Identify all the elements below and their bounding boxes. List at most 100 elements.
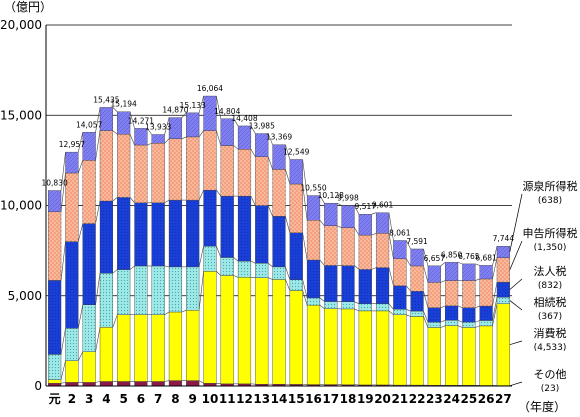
series-connector <box>216 189 222 197</box>
series-connector <box>388 233 394 259</box>
legend-leader <box>509 381 523 387</box>
series-connector <box>388 267 394 286</box>
bar-segment <box>289 290 303 385</box>
bar-segment <box>186 309 200 381</box>
series-connector <box>475 263 480 266</box>
x-tick-label: 7 <box>154 392 162 406</box>
series-connector <box>423 316 429 328</box>
bar-segment-texture <box>48 354 62 380</box>
x-tick-label: 18 <box>340 392 357 406</box>
bar-segment-texture <box>117 111 131 135</box>
bar-segment-texture <box>169 117 182 139</box>
series-connector <box>60 382 66 384</box>
bar-segment <box>393 314 407 386</box>
bar-segment-texture <box>100 130 113 201</box>
bar-segment-texture <box>358 303 372 311</box>
bar-segment-texture <box>151 143 165 203</box>
series-connector <box>95 327 101 352</box>
bar-segment-texture <box>203 130 217 191</box>
legend-leader <box>509 278 523 290</box>
x-tick-label: 11 <box>219 392 236 406</box>
series-connector <box>319 304 325 309</box>
bar-segment-texture <box>358 235 372 270</box>
bar-segment-texture <box>151 202 165 266</box>
x-tick-label: 12 <box>236 392 253 406</box>
series-connector <box>198 246 204 267</box>
y-tick-label: 5,000 <box>8 289 42 303</box>
series-connector <box>250 149 256 157</box>
legend-label: 消費税 <box>534 326 567 340</box>
bar-segment-texture <box>307 220 320 261</box>
series-connector <box>112 269 118 274</box>
series-connector <box>164 117 170 135</box>
x-tick-label: 20 <box>374 392 391 406</box>
bar-segment-texture <box>117 269 131 315</box>
bar-segment-texture <box>479 320 493 326</box>
bar-segment-texture <box>289 232 303 280</box>
bar-segment <box>151 381 165 387</box>
series-connector <box>405 240 411 250</box>
bar-segment-texture <box>82 304 96 352</box>
series-connector <box>198 130 204 138</box>
bar-segment-texture <box>169 266 182 312</box>
series-connector <box>406 314 411 317</box>
series-connector <box>164 380 170 382</box>
bar-segment-texture <box>186 136 200 201</box>
series-connector <box>60 172 66 212</box>
bar-segment <box>186 380 200 387</box>
x-tick-label: 25 <box>461 392 478 406</box>
series-connector <box>457 305 463 308</box>
bar-segment <box>427 327 441 386</box>
bar-segment <box>306 304 321 385</box>
bar-segment-texture <box>238 149 251 197</box>
series-connector <box>423 248 429 266</box>
series-connector <box>77 223 84 242</box>
series-connector <box>250 125 256 134</box>
series-connector <box>129 111 135 129</box>
total-label: 13,369 <box>266 133 292 142</box>
y-tick-label: 15,000 <box>0 108 42 122</box>
bar-segment-texture <box>479 265 493 279</box>
series-connector <box>475 305 480 308</box>
series-connector <box>233 118 239 127</box>
bar-segment-texture <box>445 305 458 321</box>
total-label: 13,933 <box>145 123 171 132</box>
legend-label: 源泉所得税 <box>523 179 578 193</box>
total-label: 16,064 <box>197 84 223 93</box>
bar-segment-texture <box>341 265 355 302</box>
bar-segment-texture <box>186 200 200 267</box>
total-label: 10,830 <box>42 179 68 188</box>
total-label: 15,435 <box>93 95 119 104</box>
series-connector <box>78 351 84 361</box>
series-connector <box>371 267 377 270</box>
series-connector <box>77 304 84 329</box>
bar-segment-texture <box>358 269 372 304</box>
y-tick-label: 0 <box>34 379 42 393</box>
bar-segment-texture <box>427 322 441 328</box>
total-label: 14,271 <box>128 116 154 125</box>
bar-segment-texture <box>393 309 407 315</box>
legend-label: 法人税 <box>534 264 567 278</box>
bar-segment-texture <box>203 246 217 272</box>
series-connector <box>233 275 239 278</box>
bar-segment <box>237 277 252 385</box>
series-connector <box>198 271 204 311</box>
bar-segment-texture <box>82 132 96 161</box>
bar-segment-texture <box>134 145 148 203</box>
series-connector <box>406 309 411 312</box>
series-connector <box>60 152 66 191</box>
bar-segment-texture <box>376 303 389 311</box>
x-tick-label: 21 <box>391 392 408 406</box>
series-connector <box>164 265 170 268</box>
series-connector <box>147 128 153 135</box>
bar-segment-texture <box>462 263 476 281</box>
bar-segment <box>410 316 424 386</box>
series-connector <box>475 320 480 323</box>
x-tick-label: 元 <box>49 392 61 406</box>
series-connector <box>337 202 342 206</box>
series-connector <box>440 262 446 267</box>
series-connector <box>164 311 170 315</box>
legend-label: 申告所得税 <box>523 226 578 240</box>
series-connector <box>388 212 394 241</box>
bar-segment-texture <box>186 112 200 137</box>
